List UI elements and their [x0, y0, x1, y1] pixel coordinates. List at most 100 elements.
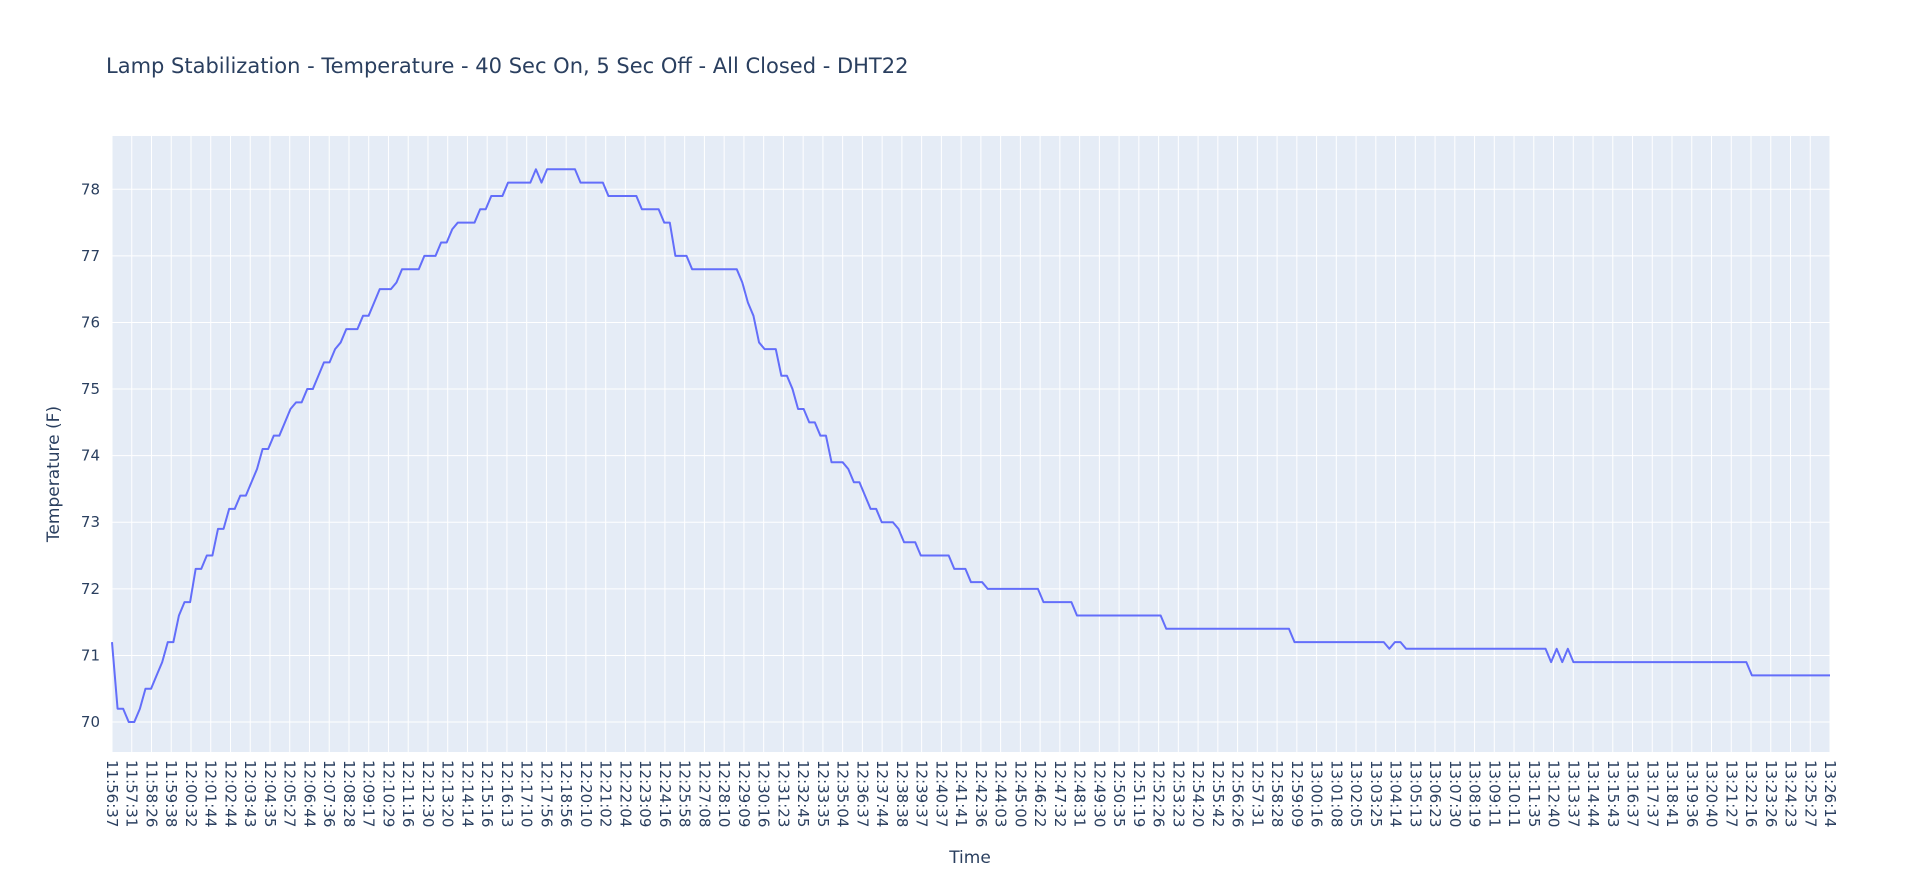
x-tick-label: 13:09:11: [1485, 760, 1503, 827]
x-tick-label: 11:56:37: [103, 760, 121, 827]
x-tick-label: 12:18:56: [557, 760, 575, 827]
x-tick-label: 13:23:26: [1762, 760, 1780, 827]
y-axis-title: Temperature (F): [44, 406, 64, 543]
x-tick-label: 13:01:08: [1327, 760, 1345, 827]
x-tick-label: 12:35:04: [834, 760, 852, 827]
x-tick-label: 12:24:16: [656, 760, 674, 827]
y-tick-label: 76: [81, 313, 100, 331]
x-tick-label: 12:37:44: [873, 760, 891, 827]
y-tick-label: 74: [81, 447, 100, 465]
x-tick-label: 12:09:17: [360, 760, 378, 827]
x-tick-label: 13:03:25: [1367, 760, 1385, 827]
x-tick-label: 12:53:23: [1169, 760, 1187, 827]
y-tick-label: 71: [81, 646, 100, 664]
x-tick-label: 12:28:10: [715, 760, 733, 827]
x-tick-label: 12:39:37: [913, 760, 931, 827]
x-tick-label: 12:41:41: [952, 760, 970, 827]
x-tick-label: 12:10:29: [379, 760, 397, 827]
x-tick-label: 12:30:16: [755, 760, 773, 827]
x-tick-label: 12:48:31: [1071, 760, 1089, 827]
x-tick-label: 12:17:56: [537, 760, 555, 827]
x-tick-label: 12:07:36: [320, 760, 338, 827]
x-tick-label: 13:26:14: [1821, 760, 1839, 827]
y-tick-label: 77: [81, 247, 100, 265]
x-tick-label: 12:47:32: [1051, 760, 1069, 827]
x-tick-label: 13:19:36: [1683, 760, 1701, 827]
x-tick-label: 12:00:32: [182, 760, 200, 827]
x-tick-label: 12:50:35: [1110, 760, 1128, 827]
x-tick-label: 13:25:27: [1801, 760, 1819, 827]
y-tick-label: 75: [81, 380, 100, 398]
x-axis-title: Time: [948, 848, 991, 868]
x-tick-label: 12:49:30: [1090, 760, 1108, 827]
x-tick-label: 12:01:44: [202, 760, 220, 827]
x-gridlines: [111, 136, 1831, 752]
x-tick-label: 12:23:09: [636, 760, 654, 827]
x-tick-label: 12:14:14: [458, 760, 476, 827]
x-tick-label: 12:04:35: [261, 760, 279, 827]
x-tick-label: 13:12:40: [1545, 760, 1563, 827]
y-tick-label: 70: [81, 713, 100, 731]
x-tick-label: 13:15:43: [1604, 760, 1622, 827]
x-tick-label: 11:57:31: [123, 760, 141, 827]
x-tick-label: 13:08:19: [1466, 760, 1484, 827]
x-tick-label: 12:31:23: [774, 760, 792, 827]
x-tick-label: 12:36:37: [853, 760, 871, 827]
x-tick-label: 12:16:13: [498, 760, 516, 827]
x-tick-label: 13:10:11: [1505, 760, 1523, 827]
x-tick-label: 13:00:16: [1308, 760, 1326, 827]
temperature-series-line: [111, 168, 1830, 724]
x-tick-label: 12:57:31: [1248, 760, 1266, 827]
x-tick-label: 12:21:02: [597, 760, 615, 827]
y-tick-label: 72: [81, 580, 100, 598]
x-tick-label: 12:42:36: [972, 760, 990, 827]
x-tick-label: 12:45:00: [1011, 760, 1029, 827]
x-tick-label: 13:06:23: [1426, 760, 1444, 827]
x-tick-label: 11:58:26: [142, 760, 160, 827]
x-tick-label: 13:14:44: [1584, 760, 1602, 827]
chart-title: Lamp Stabilization - Temperature - 40 Se…: [106, 54, 908, 78]
x-tick-label: 12:54:20: [1189, 760, 1207, 827]
y-tick-label: 78: [81, 180, 100, 198]
x-tick-label: 13:16:37: [1624, 760, 1642, 827]
x-axis-ticks: 11:56:37 11:57:31 11:58:26 11:59:38 12:00:32…: [103, 760, 1839, 827]
x-tick-label: 12:15:16: [478, 760, 496, 827]
x-tick-label: 12:32:45: [794, 760, 812, 827]
x-tick-label: 13:07:30: [1446, 760, 1464, 827]
y-tick-label: 73: [81, 513, 100, 531]
x-tick-label: 12:20:10: [577, 760, 595, 827]
x-tick-label: 12:06:44: [300, 760, 318, 827]
x-tick-label: 13:04:14: [1387, 760, 1405, 827]
x-tick-label: 13:02:05: [1347, 760, 1365, 827]
x-tick-label: 13:22:16: [1742, 760, 1760, 827]
x-tick-label: 12:33:35: [814, 760, 832, 827]
x-tick-label: 12:05:27: [281, 760, 299, 827]
x-tick-label: 13:05:13: [1406, 760, 1424, 827]
x-tick-label: 12:44:03: [992, 760, 1010, 827]
x-tick-label: 13:18:41: [1663, 760, 1681, 827]
x-tick-label: 12:58:28: [1268, 760, 1286, 827]
x-tick-label: 13:11:35: [1525, 760, 1543, 827]
x-tick-label: 12:03:43: [241, 760, 259, 827]
x-tick-label: 12:02:44: [221, 760, 239, 827]
x-tick-label: 12:27:08: [695, 760, 713, 827]
x-tick-label: 12:13:20: [439, 760, 457, 827]
x-tick-label: 12:11:16: [399, 760, 417, 827]
x-tick-label: 12:17:10: [518, 760, 536, 827]
x-tick-label: 12:59:09: [1288, 760, 1306, 827]
x-tick-label: 12:40:37: [932, 760, 950, 827]
x-tick-label: 13:24:23: [1782, 760, 1800, 827]
x-tick-label: 12:08:28: [340, 760, 358, 827]
x-tick-label: 12:38:38: [893, 760, 911, 827]
x-tick-label: 12:12:30: [419, 760, 437, 827]
y-axis-ticks: 70 71 72 73 74 75 76 77 78: [81, 180, 100, 731]
x-tick-label: 12:46:22: [1031, 760, 1049, 827]
x-tick-label: 12:51:19: [1130, 760, 1148, 827]
x-tick-label: 13:17:37: [1643, 760, 1661, 827]
x-tick-label: 13:20:40: [1703, 760, 1721, 827]
x-tick-label: 12:25:58: [676, 760, 694, 827]
y-gridlines: [112, 188, 1830, 723]
x-tick-label: 12:55:42: [1209, 760, 1227, 827]
x-tick-label: 13:21:27: [1722, 760, 1740, 827]
